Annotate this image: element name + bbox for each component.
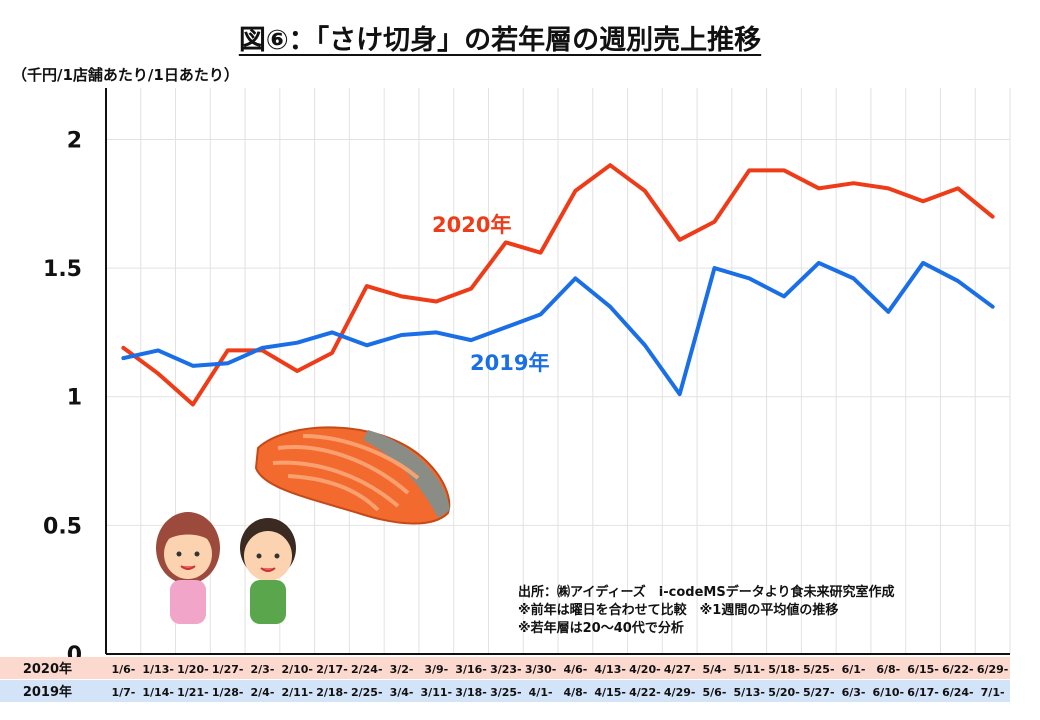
note-source: 出所：㈱アイディーズ i-codeMSデータより食未来研究室作成	[518, 585, 895, 600]
x-tick-label-2020: 5/11-	[733, 663, 765, 676]
x-tick-label-2020: 6/29-	[977, 663, 1009, 676]
series-label-2019: 2019年	[470, 351, 549, 375]
x-tick-label-2020: 1/20-	[177, 663, 209, 676]
y-tick-label: 0.5	[43, 514, 82, 539]
series-line-2019	[121, 260, 995, 397]
x-tick-label-2019: 5/27-	[803, 686, 835, 699]
x-tick-label-2019: 4/8-	[563, 686, 587, 699]
y-axis-unit-label: （千円/1店舗あたり/1日あたり）	[12, 66, 239, 84]
x-tick-label-2019: 2/18-	[316, 686, 348, 699]
x-tick-label-2019: 4/22-	[629, 686, 661, 699]
x-tick-label-2020: 2/24-	[351, 663, 383, 676]
x-tick-label-2019: 7/1-	[981, 686, 1005, 699]
x-tick-label-2020: 4/6-	[563, 663, 587, 676]
note-age-group: ※若年層は20～40代で分析	[518, 621, 684, 636]
x-tick-label-2019: 4/15-	[594, 686, 626, 699]
note-comparison: ※前年は曜日を合わせて比較 ※1週間の平均値の推移	[518, 603, 839, 618]
x-tick-label-2019: 1/28-	[212, 686, 244, 699]
x-tick-label-2019: 5/13-	[733, 686, 765, 699]
x-row-label: 2019年	[23, 684, 72, 700]
x-tick-label-2019: 1/21-	[177, 686, 209, 699]
x-tick-label-2019: 4/1-	[529, 686, 553, 699]
x-tick-label-2019: 2/11-	[281, 686, 313, 699]
y-tick-label: 2	[67, 128, 82, 153]
x-tick-label-2020: 6/8-	[876, 663, 900, 676]
x-tick-label-2020: 6/22-	[942, 663, 974, 676]
x-tick-label-2019: 2/4-	[251, 686, 275, 699]
x-tick-label-2020: 3/2-	[390, 663, 414, 676]
x-tick-label-2019: 6/24-	[942, 686, 974, 699]
x-tick-label-2020: 6/15-	[907, 663, 939, 676]
source-notes: 出所：㈱アイディーズ i-codeMSデータより食未来研究室作成 ※前年は曜日を…	[518, 584, 894, 638]
x-tick-label-2020: 1/6-	[111, 663, 135, 676]
x-tick-label-2019: 5/20-	[768, 686, 800, 699]
x-tick-label-2020: 2/17-	[316, 663, 348, 676]
x-tick-label-2019: 3/25-	[490, 686, 522, 699]
x-tick-label-2020: 4/13-	[594, 663, 626, 676]
x-tick-label-2020: 2/3-	[251, 663, 275, 676]
x-tick-label-2020: 5/18-	[768, 663, 800, 676]
x-tick-label-2019: 6/17-	[907, 686, 939, 699]
y-tick-label: 1.5	[43, 257, 82, 282]
salmon-fillet-illustration	[254, 426, 451, 525]
x-tick-label-2019: 2/25-	[351, 686, 383, 699]
x-tick-label-2019: 5/6-	[703, 686, 727, 699]
x-label-row-bg	[0, 680, 1010, 702]
x-tick-label-2020: 5/4-	[703, 663, 727, 676]
x-row-label: 2020年	[23, 661, 72, 677]
x-tick-label-2020: 3/9-	[424, 663, 448, 676]
x-tick-label-2019: 3/11-	[421, 686, 453, 699]
x-tick-label-2020: 3/16-	[455, 663, 487, 676]
series-line-2020	[121, 163, 995, 407]
chart-title: 図⑥：「さけ切身」の若年層の週別売上推移	[238, 25, 762, 56]
x-tick-label-2019: 4/29-	[664, 686, 696, 699]
x-tick-label-2020: 1/13-	[142, 663, 174, 676]
x-tick-label-2019: 3/4-	[390, 686, 414, 699]
x-tick-label-2019: 6/10-	[873, 686, 905, 699]
x-tick-label-2020: 6/1-	[842, 663, 866, 676]
x-tick-label-2020: 3/23-	[490, 663, 522, 676]
x-tick-label-2020: 1/27-	[212, 663, 244, 676]
x-tick-label-2019: 6/3-	[842, 686, 866, 699]
x-tick-label-2020: 5/25-	[803, 663, 835, 676]
x-tick-label-2020: 3/30-	[525, 663, 557, 676]
x-label-row-bg	[0, 657, 1010, 679]
series-label-2020: 2020年	[432, 213, 511, 237]
x-tick-label-2019: 3/18-	[455, 686, 487, 699]
x-tick-label-2020: 4/20-	[629, 663, 661, 676]
x-tick-label-2020: 2/10-	[281, 663, 313, 676]
x-tick-label-2019: 1/14-	[142, 686, 174, 699]
y-tick-label: 1	[67, 386, 82, 411]
people-illustration	[156, 512, 296, 624]
x-tick-label-2019: 1/7-	[111, 686, 135, 699]
x-tick-label-2020: 4/27-	[664, 663, 696, 676]
